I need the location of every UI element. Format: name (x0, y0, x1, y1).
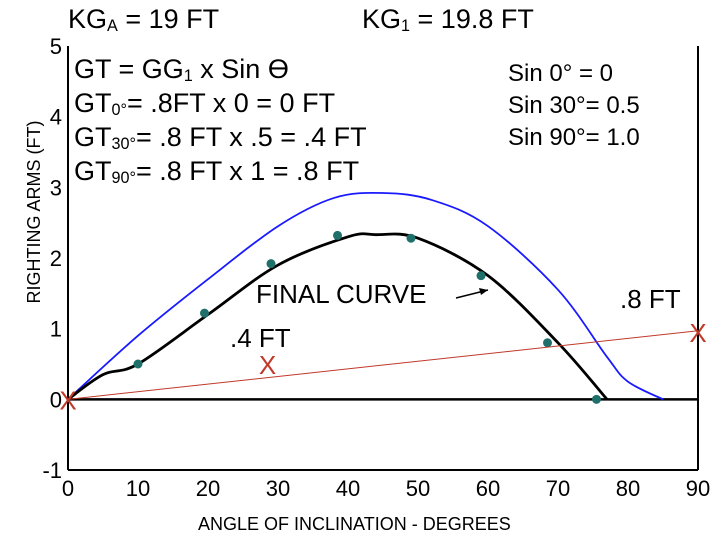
y-tick-label: 0 (50, 387, 62, 412)
x-mark: X (259, 350, 276, 380)
x-tick-label: 80 (616, 476, 640, 501)
y-tick-label: 4 (50, 105, 62, 130)
x-mark: X (689, 318, 706, 348)
x-tick-label: 50 (406, 476, 430, 501)
gt30-value-label: .4 FT (230, 323, 291, 353)
x-tick-label: 0 (62, 476, 74, 501)
final-curve-point (133, 359, 143, 369)
y-axis-title: RIGHTING ARMS (FT) (24, 120, 44, 304)
sin90-label: Sin 90°= 1.0 (508, 124, 640, 151)
kga-label: KGA = 19 FT (68, 4, 220, 36)
gt-formula: GT = GG1 x Sin ϴ (74, 54, 289, 86)
final-curve-arrowhead (479, 288, 488, 295)
final-curve-point (266, 259, 276, 269)
final-curve-point (200, 308, 209, 318)
final-curve-point (592, 394, 601, 404)
final-curve-point (406, 233, 416, 243)
y-tick-label: -1 (42, 458, 62, 483)
x-tick-label: 60 (476, 476, 500, 501)
final-curve-point (543, 338, 552, 348)
gt90-value-label: .8 FT (620, 284, 681, 314)
gt90-formula: GT90°= .8 FT x 1 = .8 FT (74, 156, 360, 188)
y-tick-label: 1 (50, 317, 62, 342)
final-curve-point (333, 230, 342, 240)
kg1-label: KG1 = 19.8 FT (362, 4, 534, 36)
x-axis-title: ANGLE OF INCLINATION - DEGREES (198, 514, 511, 534)
x-tick-label: 70 (546, 476, 570, 501)
y-tick-label: 3 (50, 175, 62, 200)
sin0-label: Sin 0° = 0 (508, 60, 613, 87)
kg-a-curve-line (67, 191, 664, 401)
x-tick-label: 90 (686, 476, 710, 501)
final-curve-label: FINAL CURVE (256, 279, 427, 309)
gt-line-line (67, 330, 699, 400)
final-curve-line (67, 232, 609, 401)
sin30-label: Sin 30°= 0.5 (508, 92, 640, 119)
x-mark: X (59, 385, 76, 415)
gt0-formula: GT0°= .8FT x 0 = 0 FT (74, 88, 336, 120)
y-tick-label: 5 (50, 34, 62, 59)
x-tick-label: 20 (196, 476, 220, 501)
x-tick-label: 10 (126, 476, 150, 501)
x-tick-label: 40 (336, 476, 360, 501)
y-tick-label: 2 (50, 246, 62, 271)
x-tick-label: 30 (266, 476, 290, 501)
final-curve-point (476, 271, 486, 281)
gt30-formula: GT30°= .8 FT x .5 = .4 FT (74, 122, 367, 154)
